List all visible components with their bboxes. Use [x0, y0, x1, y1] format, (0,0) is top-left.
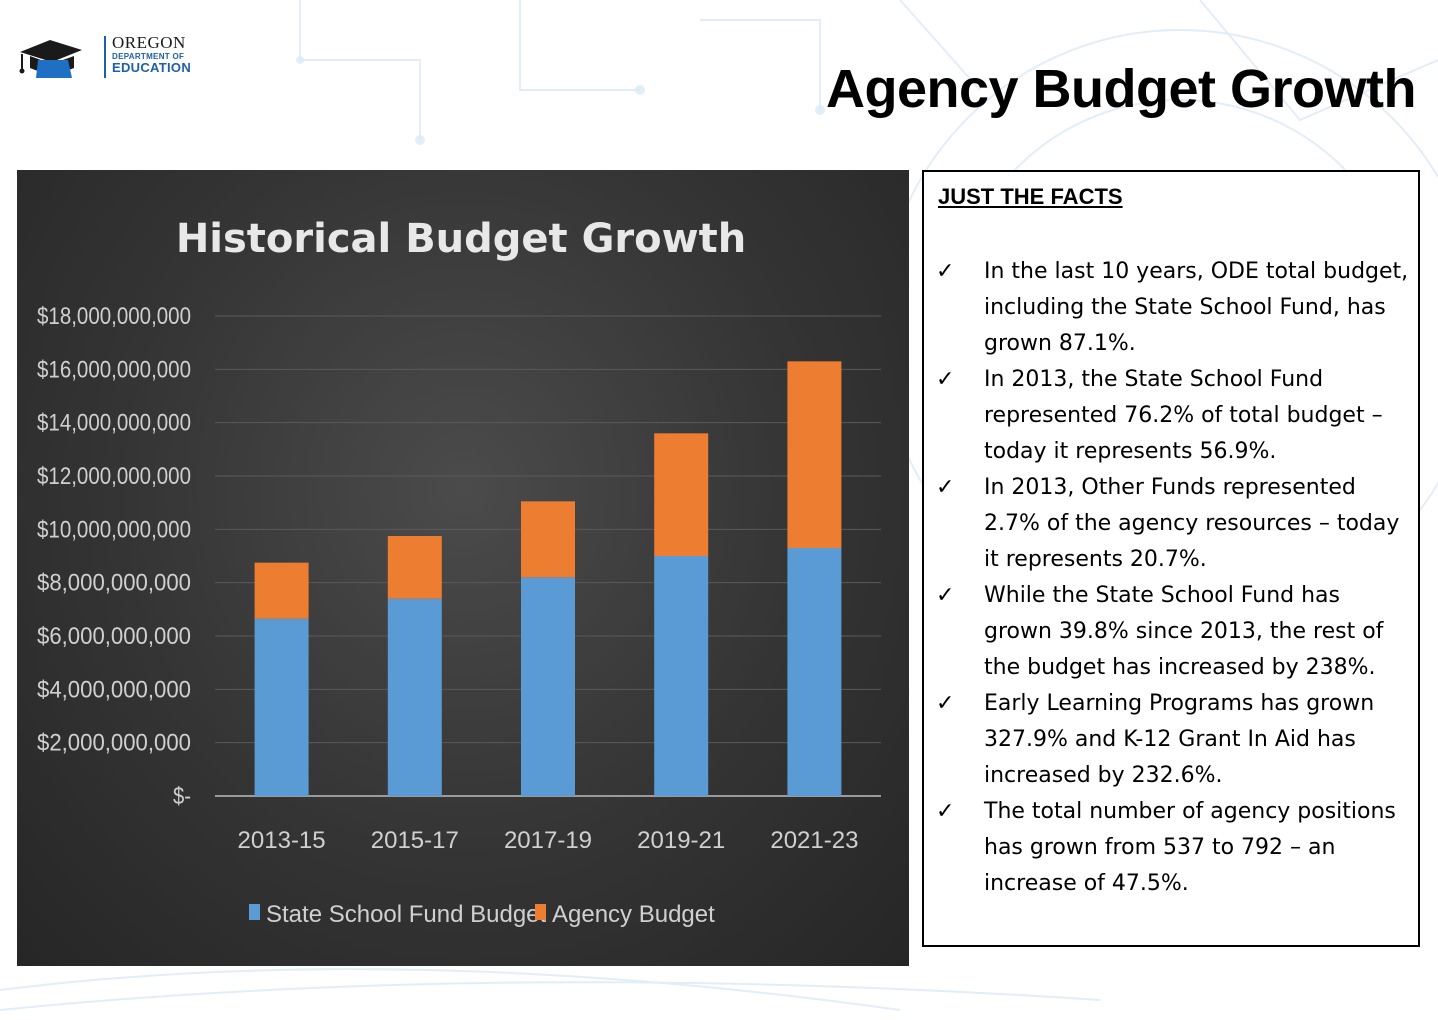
- y-tick-label: $16,000,000,000: [37, 356, 191, 383]
- fact-item: ✓ In 2013, Other Funds represented 2.7% …: [924, 470, 1420, 578]
- bar-agency-budget: [521, 501, 575, 578]
- y-tick-label: $14,000,000,000: [37, 410, 191, 437]
- fact-text: In 2013, Other Funds represented 2.7% of…: [984, 475, 1400, 572]
- fact-text: While the State School Fund has grown 39…: [984, 583, 1384, 680]
- y-tick-label: $6,000,000,000: [37, 623, 191, 650]
- bar-state-school-fund: [654, 556, 709, 796]
- legend-state-school-fund-swatch: [249, 904, 260, 920]
- bar-agency-budget: [387, 536, 442, 599]
- y-tick-label: $4,000,000,000: [37, 676, 191, 703]
- check-icon: ✓: [936, 799, 955, 824]
- page-title: Agency Budget Growth: [825, 59, 1417, 119]
- fact-text: The total number of agency positions has…: [984, 799, 1396, 896]
- logo-text: OREGON DEPARTMENT OF EDUCATION: [112, 34, 191, 74]
- y-tick-label: $8,000,000,000: [37, 570, 191, 597]
- graduation-cap-oregon-icon: [19, 40, 82, 78]
- y-tick-label: $18,000,000,000: [37, 303, 191, 330]
- check-icon: ✓: [936, 583, 955, 608]
- x-tick-label: 2019-21: [637, 827, 725, 854]
- check-icon: ✓: [936, 475, 955, 500]
- budget-chart: Historical Budget Growth $- $2,000,000,000…: [37, 216, 881, 928]
- bar-agency-budget: [787, 361, 842, 548]
- x-tick-label: 2021-23: [770, 827, 858, 854]
- logo-divider: [104, 36, 106, 78]
- check-icon: ✓: [936, 259, 955, 284]
- bar-state-school-fund: [254, 618, 309, 796]
- x-tick-label: 2017-19: [504, 827, 592, 854]
- bar-state-school-fund: [521, 577, 575, 796]
- x-tick-label: 2015-17: [371, 827, 459, 854]
- check-icon: ✓: [936, 367, 955, 392]
- fact-item: ✓ While the State School Fund has grown …: [924, 578, 1420, 686]
- facts-heading: JUST THE FACTS: [938, 184, 1123, 209]
- chart-title: Historical Budget Growth: [176, 216, 746, 262]
- y-tick-label: $12,000,000,000: [37, 463, 191, 490]
- facts-panel: JUST THE FACTS ✓ In the last 10 years, O…: [922, 170, 1420, 947]
- fact-item: ✓ In 2013, the State School Fund represe…: [924, 362, 1420, 470]
- y-tick-label: $2,000,000,000: [37, 730, 191, 757]
- fact-text: In 2013, the State School Fund represent…: [984, 367, 1383, 464]
- bar-state-school-fund: [787, 548, 842, 796]
- x-tick-label: 2013-15: [238, 827, 326, 854]
- legend-agency-budget-swatch: [535, 904, 546, 920]
- oregon-education-logo: OREGON DEPARTMENT OF EDUCATION: [16, 34, 196, 82]
- facts-list: ✓ In the last 10 years, ODE total budget…: [924, 254, 1420, 902]
- logo-line-2: DEPARTMENT OF: [112, 52, 185, 61]
- fact-item: ✓ In the last 10 years, ODE total budget…: [924, 254, 1420, 362]
- chart-panel: Historical Budget Growth $- $2,000,000,000…: [17, 170, 909, 966]
- bar-agency-budget: [254, 562, 309, 619]
- fact-item: ✓ The total number of agency positions h…: [924, 794, 1420, 902]
- y-tick-label: $-: [173, 783, 191, 810]
- y-tick-label: $10,000,000,000: [37, 516, 191, 543]
- legend-agency-budget-label: Agency Budget: [552, 901, 715, 928]
- fact-text: Early Learning Programs has grown 327.9%…: [984, 691, 1375, 788]
- fact-item: ✓ Early Learning Programs has grown 327.…: [924, 686, 1420, 794]
- legend-state-school-fund-label: State School Fund Budget: [266, 901, 547, 928]
- logo-line-3: EDUCATION: [112, 60, 192, 75]
- fact-text: In the last 10 years, ODE total budget, …: [984, 259, 1409, 356]
- bar-agency-budget: [654, 433, 709, 556]
- logo-line-1: OREGON: [112, 33, 186, 52]
- bar-state-school-fund: [387, 598, 442, 796]
- check-icon: ✓: [936, 691, 955, 716]
